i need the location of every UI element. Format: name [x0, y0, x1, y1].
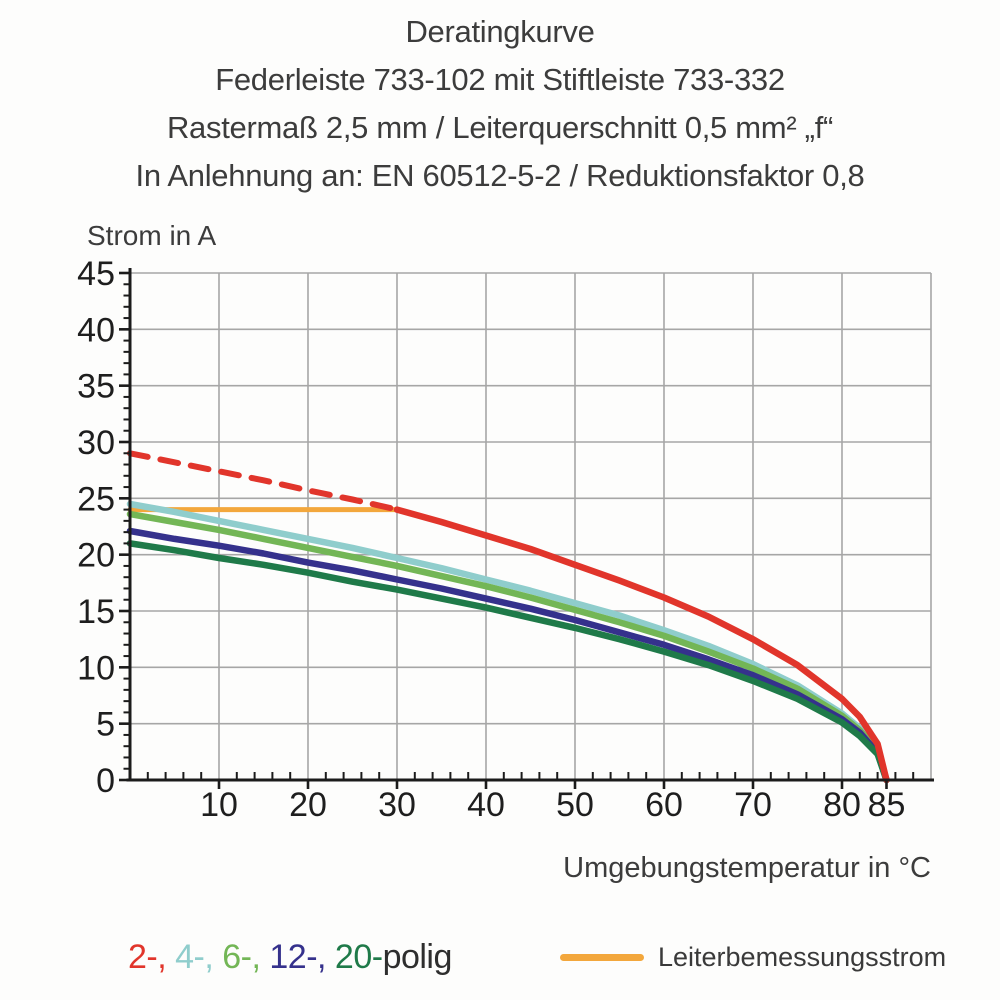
- pole-count-legend: 2-, 4-, 6-, 12-, 20-polig: [128, 938, 452, 977]
- pole-count-item-6: 6-,: [222, 938, 270, 976]
- pole-count-item-4: 4-,: [175, 938, 223, 976]
- y-tick-label-10: 10: [77, 649, 115, 687]
- title-line-3: Rastermaß 2,5 mm / Leiterquerschnitt 0,5…: [166, 110, 834, 145]
- x-tick-label-80: 80: [823, 786, 861, 824]
- y-tick-label-20: 20: [77, 537, 115, 575]
- curve-6-polig: [126, 510, 890, 784]
- pole-count-items: 2-, 4-, 6-, 12-, 20-: [128, 938, 383, 976]
- curve-20-polig: [126, 540, 890, 784]
- title-line-4: In Anlehnung an: EN 60512-5-2 / Reduktio…: [135, 158, 865, 193]
- pole-count-item-12: 12-,: [269, 938, 335, 976]
- rated-current-label: Leiterbemessungsstrom: [658, 942, 947, 972]
- chart-title-block: Deratingkurve Federleiste 733-102 mit St…: [0, 8, 1000, 200]
- y-tick-label-35: 35: [77, 368, 115, 406]
- y-tick-label-40: 40: [77, 311, 115, 349]
- pole-count-suffix: polig: [382, 938, 453, 976]
- y-tick-label-45: 45: [77, 255, 115, 293]
- x-tick-label-60: 60: [645, 786, 683, 824]
- rated-current-legend: Leiterbemessungsstrom: [560, 942, 946, 973]
- y-tick-label-15: 15: [77, 593, 115, 631]
- curve-2-polig-gestrichelt-oberhalb-leiterbemessungsstrom-: [127, 450, 400, 513]
- rated-current-line-swatch: [560, 954, 644, 961]
- y-tick-label-25: 25: [77, 480, 115, 518]
- pole-count-item-2: 2-,: [128, 938, 176, 976]
- curve-2-polig: [393, 506, 890, 784]
- y-tick-label-30: 30: [77, 424, 115, 462]
- pole-count-item-20: 20-: [334, 938, 383, 976]
- x-axis-title: Umgebungstemperatur in °C: [563, 852, 931, 884]
- x-tick-label-10: 10: [200, 786, 238, 824]
- title-line-2: Federleiste 733-102 mit Stiftleiste 733-…: [215, 62, 785, 97]
- x-tick-label-20: 20: [289, 786, 327, 824]
- x-tick-label-70: 70: [734, 786, 772, 824]
- y-axis-title: Strom in A: [87, 220, 217, 251]
- y-tick-label-5: 5: [96, 706, 115, 744]
- title-line-1: Deratingkurve: [405, 14, 595, 49]
- y-tick-label-0: 0: [96, 762, 115, 800]
- x-tick-label-50: 50: [556, 786, 594, 824]
- curve-12-polig: [126, 527, 890, 784]
- x-tick-label-30: 30: [378, 786, 416, 824]
- x-tick-label-40: 40: [467, 786, 505, 824]
- x-tick-label-85: 85: [868, 786, 906, 824]
